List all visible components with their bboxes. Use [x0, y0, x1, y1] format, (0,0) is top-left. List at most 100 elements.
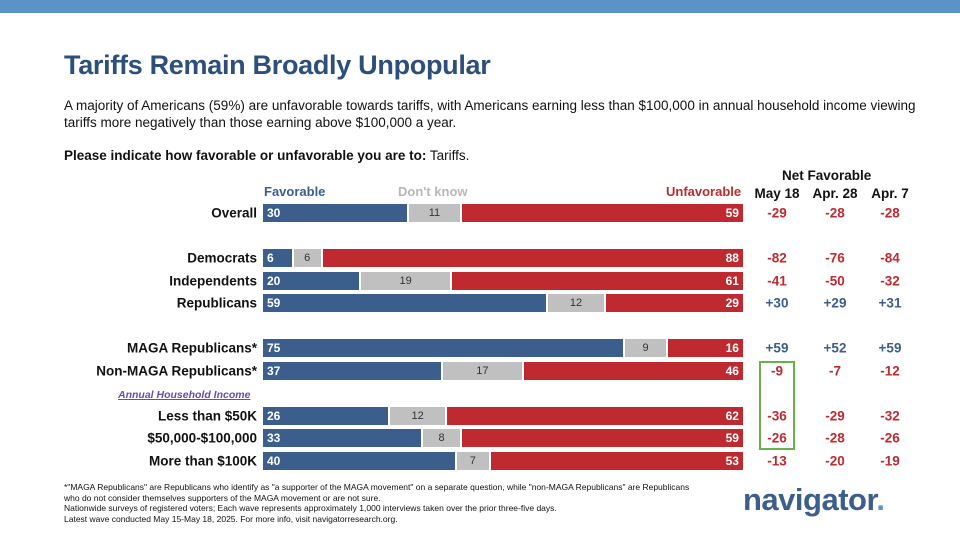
net-favorable-value: -82	[767, 250, 787, 266]
net-favorable-value: +29	[823, 295, 847, 311]
bar-favorable: 59	[263, 294, 547, 312]
net-favorable-value: -32	[880, 273, 900, 289]
net-favorable-title: Net Favorable	[782, 168, 872, 183]
footnote: *"MAGA Republicans" are Republicans who …	[64, 482, 704, 524]
bar-unfavorable: 59	[461, 204, 743, 222]
highlight-box	[759, 361, 795, 450]
question-text: Please indicate how favorable or unfavor…	[64, 148, 427, 163]
row-label: Independents	[169, 273, 257, 289]
data-label: 61	[725, 274, 739, 288]
bar-dont-know: 12	[548, 294, 604, 312]
data-label: 17	[476, 365, 489, 377]
row-label: MAGA Republicans*	[126, 340, 257, 356]
data-label: 59	[725, 206, 739, 220]
bar-favorable: 33	[263, 429, 422, 447]
row-label: Non-MAGA Republicans*	[96, 363, 257, 379]
bar-dont-know: 12	[389, 407, 446, 425]
data-label: 62	[725, 409, 739, 423]
row-label: More than $100K	[148, 453, 257, 469]
net-favorable-value: -28	[825, 430, 845, 446]
bar-favorable: 26	[263, 407, 388, 425]
data-label: 9	[642, 342, 649, 354]
net-favorable-value: -9	[770, 363, 783, 379]
bar-unfavorable: 16	[668, 339, 743, 357]
net-favorable-value: -7	[828, 363, 841, 379]
bar-dont-know: 11	[409, 204, 460, 222]
data-label: 37	[267, 364, 281, 378]
subtitle: A majority of Americans (59%) are unfavo…	[64, 98, 916, 130]
bar-unfavorable: 46	[524, 362, 743, 380]
data-label: 12	[411, 410, 424, 422]
bar-dont-know: 17	[442, 362, 523, 380]
bar-unfavorable: 29	[605, 294, 743, 312]
income-group-label: Annual Household Income	[118, 389, 251, 401]
net-favorable-value: -76	[825, 250, 845, 266]
net-favorable-value: -29	[825, 408, 845, 424]
logo-text: navigator	[743, 482, 877, 517]
data-label: 26	[267, 409, 281, 423]
footnote-line: Nationwide surveys of registered voters;…	[64, 503, 557, 513]
bar-dont-know: 8	[423, 429, 460, 447]
bar-unfavorable: 53	[490, 452, 743, 470]
net-favorable-value: -26	[880, 430, 900, 446]
page-title: Tariffs Remain Broadly Unpopular	[64, 50, 491, 80]
net-favorable-value: -13	[767, 453, 787, 469]
net-favorable-value: -32	[880, 408, 900, 424]
data-label: 6	[267, 251, 274, 265]
data-label: 6	[304, 252, 311, 264]
net-favorable-value: +30	[765, 295, 789, 311]
data-label: 88	[725, 251, 739, 265]
bar-dont-know: 7	[457, 452, 489, 470]
bar-favorable: 40	[263, 452, 455, 470]
bar-dont-know: 9	[625, 339, 667, 357]
bar-unfavorable: 62	[447, 407, 743, 425]
data-label: 46	[725, 364, 739, 378]
bar-unfavorable: 88	[322, 249, 743, 267]
data-label: 59	[267, 296, 281, 310]
bar-favorable: 75	[263, 339, 623, 357]
data-label: 30	[267, 206, 281, 220]
col-header-may18: May 18	[754, 186, 800, 201]
net-favorable-value: -19	[880, 453, 900, 469]
data-label: 16	[725, 341, 739, 355]
net-favorable-value: -26	[767, 430, 787, 446]
net-favorable-value: -41	[767, 273, 787, 289]
col-header-apr7: Apr. 7	[871, 186, 909, 201]
legend-favorable: Favorable	[264, 184, 326, 199]
bar-favorable: 6	[263, 249, 292, 267]
data-label: 8	[438, 432, 445, 444]
question: Please indicate how favorable or unfavor…	[64, 148, 469, 163]
legend-unfavorable: Unfavorable	[666, 184, 742, 199]
net-favorable-value: -84	[880, 250, 900, 266]
net-favorable-value: +52	[823, 340, 847, 356]
footnote-line: *"MAGA Republicans" are Republicans who …	[64, 482, 690, 503]
bar-favorable: 30	[263, 204, 407, 222]
col-header-apr28: Apr. 28	[812, 186, 858, 201]
row-label: Overall	[211, 205, 257, 221]
data-label: 53	[725, 454, 739, 468]
net-favorable-value: -28	[825, 205, 845, 221]
net-favorable-value: -29	[767, 205, 787, 221]
bar-dont-know: 19	[361, 272, 451, 290]
net-favorable-value: +59	[765, 340, 789, 356]
data-label: 75	[267, 341, 281, 355]
net-favorable-value: -12	[880, 363, 900, 379]
net-favorable-value: -36	[767, 408, 787, 424]
data-label: 7	[469, 455, 476, 467]
data-label: 20	[267, 274, 281, 288]
row-label: Democrats	[187, 250, 257, 266]
net-favorable-value: -20	[825, 453, 845, 469]
bar-favorable: 37	[263, 362, 441, 380]
data-label: 33	[267, 431, 281, 445]
data-label: 19	[399, 275, 412, 287]
navigator-logo: navigator.	[743, 482, 885, 517]
footnote-line: Latest wave conducted May 15-May 18, 202…	[64, 513, 398, 524]
bar-unfavorable: 61	[452, 272, 743, 290]
data-label: 12	[569, 297, 583, 309]
data-label: 40	[267, 454, 281, 468]
bar-favorable: 20	[263, 272, 359, 290]
row-label: $50,000-$100,000	[147, 430, 257, 446]
data-label: 11	[428, 207, 441, 219]
legend-dont-know: Don't know	[398, 184, 468, 199]
row-label: Republicans	[176, 295, 257, 311]
